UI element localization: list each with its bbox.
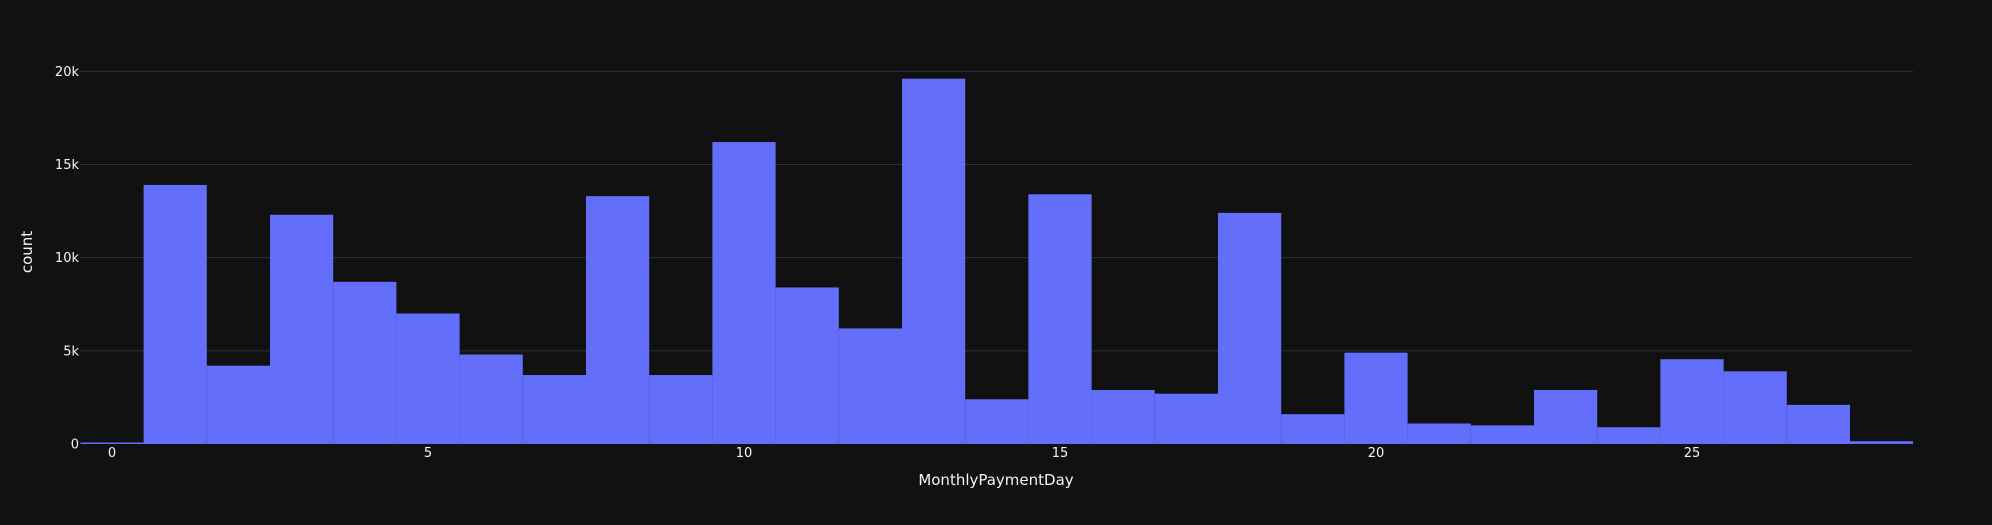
histogram-bar[interactable]	[586, 196, 650, 444]
histogram-bar[interactable]	[459, 354, 523, 444]
x-axis-ticks: 0 5 10 15 20 25	[108, 446, 1700, 461]
y-tick-label: 20k	[55, 65, 80, 80]
histogram-bar[interactable]	[838, 328, 902, 444]
histogram-bar[interactable]	[333, 281, 397, 444]
x-tick-label: 20	[1368, 446, 1385, 461]
x-tick-label: 0	[108, 446, 116, 461]
y-axis-ticks: 0 5k 10k 15k 20k	[55, 65, 80, 453]
histogram-bar[interactable]	[965, 399, 1029, 444]
histogram-bar[interactable]	[775, 287, 839, 444]
histogram-bar[interactable]	[649, 375, 713, 444]
x-tick-label: 25	[1684, 446, 1701, 461]
histogram-bar[interactable]	[1786, 404, 1850, 444]
histogram-bar[interactable]	[1850, 441, 1913, 444]
histogram-bar[interactable]	[522, 375, 586, 444]
histogram-bar[interactable]	[1723, 371, 1787, 444]
histogram-bar[interactable]	[1028, 194, 1092, 444]
y-tick-label: 5k	[63, 344, 79, 359]
gridlines	[80, 70, 1913, 352]
x-axis-title: MonthlyPaymentDay	[918, 471, 1073, 489]
histogram-bar[interactable]	[1407, 423, 1471, 444]
histogram-bar[interactable]	[1597, 427, 1661, 444]
histogram-bar[interactable]	[1344, 352, 1408, 444]
bars	[80, 78, 1913, 444]
histogram-bar[interactable]	[1660, 359, 1724, 444]
histogram-bar[interactable]	[1534, 389, 1598, 444]
histogram-bar[interactable]	[80, 442, 144, 444]
y-tick-label: 10k	[55, 251, 80, 266]
histogram-bar[interactable]	[1154, 393, 1218, 444]
histogram-bar[interactable]	[902, 78, 966, 444]
histogram-bar[interactable]	[712, 142, 776, 444]
histogram-bar[interactable]	[396, 313, 460, 444]
histogram-bar[interactable]	[270, 214, 334, 444]
histogram-bar[interactable]	[206, 365, 270, 444]
histogram-bar[interactable]	[143, 184, 207, 444]
histogram-bar[interactable]	[1281, 414, 1345, 444]
histogram-bar[interactable]	[1470, 425, 1534, 444]
y-tick-label: 15k	[55, 158, 80, 173]
histogram-bar[interactable]	[1091, 389, 1155, 444]
histogram-bar[interactable]	[1218, 212, 1282, 444]
y-tick-label: 0	[71, 438, 79, 453]
y-axis-title: count	[18, 231, 36, 273]
x-tick-label: 10	[736, 446, 753, 461]
x-tick-label: 5	[424, 446, 432, 461]
x-tick-label: 15	[1052, 446, 1069, 461]
